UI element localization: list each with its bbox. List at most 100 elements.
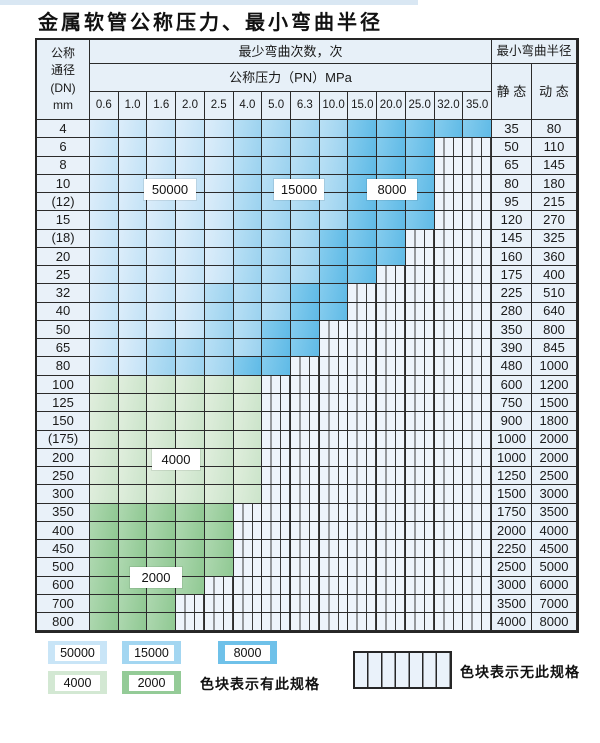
legend-swatch-4000: 4000 xyxy=(48,671,107,694)
spec-cell-E xyxy=(204,558,234,577)
static-radius-cell: 160 xyxy=(491,247,532,267)
spec-cell-H xyxy=(405,302,435,321)
spec-cell-M xyxy=(262,302,291,321)
spec-cell-E xyxy=(118,613,148,632)
spec-cell-G xyxy=(118,448,148,468)
static-radius-cell: 3000 xyxy=(491,576,532,595)
spec-cell-H xyxy=(290,540,320,559)
spec-cell-H xyxy=(434,594,464,614)
spec-cell-H xyxy=(405,576,435,595)
spec-cell-G xyxy=(204,467,234,486)
spec-cell-H xyxy=(348,521,378,541)
spec-cell-G xyxy=(90,467,119,486)
spec-cell-M xyxy=(290,247,320,267)
dn-cell: 500 xyxy=(37,558,90,577)
dn-cell: 6 xyxy=(37,138,90,157)
spec-cell-L xyxy=(204,120,234,139)
spec-cell-L xyxy=(147,120,177,139)
spec-cell-D xyxy=(319,302,349,321)
spec-cell-H xyxy=(377,412,406,431)
static-radius-cell: 145 xyxy=(491,229,532,248)
pressure-tick: 5.0 xyxy=(262,92,291,120)
spec-cell-M xyxy=(233,211,263,230)
spec-cell-D xyxy=(262,339,291,358)
spec-cell-H xyxy=(319,393,349,413)
spec-cell-H xyxy=(204,576,234,595)
spec-cell-H xyxy=(262,412,291,431)
dn-cell: 50 xyxy=(37,320,90,340)
spec-cell-H xyxy=(434,412,464,431)
spec-cell-H xyxy=(290,503,320,522)
spec-cell-G xyxy=(176,412,205,431)
spec-cell-G xyxy=(147,430,177,449)
spec-cell-H xyxy=(405,229,435,248)
spec-cell-H xyxy=(233,558,263,577)
spec-cell-D xyxy=(290,284,320,303)
dn-column-header: 公称 通径 (DN) mm xyxy=(37,40,90,120)
spec-cell-H xyxy=(463,594,492,614)
spec-cell-G xyxy=(90,448,119,468)
dynamic-radius-cell: 845 xyxy=(531,339,577,358)
dn-cell: 15 xyxy=(37,211,90,230)
spec-cell-M xyxy=(204,320,234,340)
spec-cell-H xyxy=(405,266,435,285)
pressure-tick: 20.0 xyxy=(377,92,406,120)
spec-cell-G xyxy=(204,412,234,431)
pressure-tick: 25.0 xyxy=(405,92,435,120)
spec-cell-H xyxy=(405,448,435,468)
spec-cell-H xyxy=(463,576,492,595)
spec-cell-H xyxy=(434,613,464,632)
static-radius-cell: 2250 xyxy=(491,540,532,559)
spec-cell-H xyxy=(377,540,406,559)
legend-no-spec-note: 色块表示无此规格 xyxy=(460,664,580,680)
legend-swatch-label: 8000 xyxy=(225,644,270,661)
spec-cell-H xyxy=(319,594,349,614)
spec-cell-H xyxy=(434,503,464,522)
spec-cell-L xyxy=(118,138,148,157)
pressure-tick: 10.0 xyxy=(319,92,349,120)
spec-cell-D xyxy=(405,120,435,139)
spec-cell-H xyxy=(377,302,406,321)
spec-cell-H xyxy=(319,357,349,376)
spec-cell-H xyxy=(348,503,378,522)
spec-cell-M xyxy=(262,120,291,139)
spec-cell-H xyxy=(290,521,320,541)
static-radius-cell: 750 xyxy=(491,393,532,413)
spec-cell-G xyxy=(204,448,234,468)
spec-cell-M xyxy=(233,174,263,194)
spec-cell-L xyxy=(118,339,148,358)
dynamic-radius-cell: 2500 xyxy=(531,467,577,486)
legend-swatch-label: 4000 xyxy=(55,674,100,691)
min-bend-radius-header: 最小弯曲半径 xyxy=(491,40,577,64)
spec-cell-L xyxy=(176,211,205,230)
spec-cell-E xyxy=(90,521,119,541)
spec-cell-H xyxy=(405,284,435,303)
spec-cell-E xyxy=(90,576,119,595)
spec-cell-D xyxy=(233,357,263,376)
spec-cell-M xyxy=(319,211,349,230)
pressure-tick: 2.5 xyxy=(204,92,234,120)
spec-cell-H xyxy=(262,613,291,632)
spec-cell-E xyxy=(147,540,177,559)
spec-cell-H xyxy=(463,339,492,358)
spec-cell-L xyxy=(204,266,234,285)
spec-cell-H xyxy=(348,430,378,449)
page-top-strip xyxy=(0,0,418,5)
dn-cell: 200 xyxy=(37,448,90,468)
spec-cell-G xyxy=(204,430,234,449)
spec-cell-H xyxy=(319,467,349,486)
spec-cell-H xyxy=(233,576,263,595)
spec-cell-H xyxy=(463,156,492,175)
spec-cell-H xyxy=(348,594,378,614)
bend-times-label-15000: 15000 xyxy=(274,179,324,200)
spec-cell-G xyxy=(176,467,205,486)
spec-cell-H xyxy=(290,412,320,431)
static-radius-cell: 35 xyxy=(491,120,532,139)
spec-cell-M xyxy=(147,339,177,358)
spec-cell-M xyxy=(262,156,291,175)
spec-cell-G xyxy=(233,375,263,394)
spec-cell-H xyxy=(377,339,406,358)
dn-cell: 8 xyxy=(37,156,90,175)
dynamic-radius-cell: 2000 xyxy=(531,448,577,468)
bend-times-label-2000: 2000 xyxy=(130,567,182,588)
